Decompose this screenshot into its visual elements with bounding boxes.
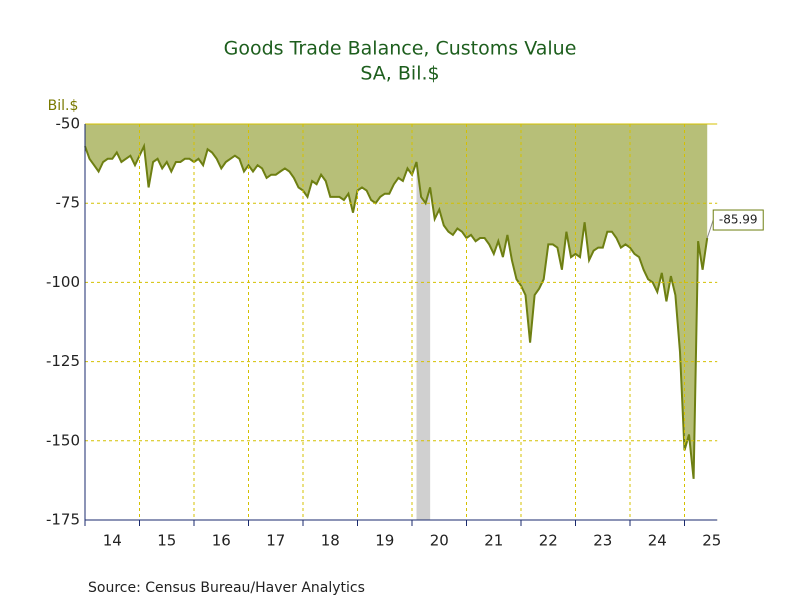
y-tick-label: -100: [46, 273, 80, 291]
x-tick-label: 21: [484, 532, 503, 550]
x-tick-label: 25: [702, 532, 721, 550]
value-label: -85.99: [719, 213, 758, 227]
area: [85, 124, 708, 479]
x-tick-label: 22: [539, 532, 558, 550]
y-tick-label: -75: [56, 194, 81, 212]
y-tick-label: -150: [46, 431, 80, 449]
recession-band: [416, 124, 431, 520]
y-tick-label: -125: [46, 352, 80, 370]
x-tick-label: 20: [430, 532, 449, 550]
x-tick-label: 17: [266, 532, 285, 550]
callout-line: [706, 219, 714, 239]
chart-title: Goods Trade Balance, Customs Value: [224, 38, 577, 60]
x-tick-label: 15: [157, 532, 176, 550]
y-tick-label: -175: [46, 511, 80, 529]
chart-subtitle: SA, Bil.$: [360, 63, 439, 85]
source: Source: Census Bureau/Haver Analytics: [88, 580, 365, 596]
x-tick-label: 19: [375, 532, 394, 550]
line: [84, 142, 709, 479]
x-tick-label: 24: [648, 532, 667, 550]
x-tick-label: 14: [103, 532, 122, 550]
y-tick-label: -50: [56, 115, 81, 133]
callout-box: [712, 209, 764, 231]
x-tick-label: 23: [593, 532, 612, 550]
y-axis-label: Bil.$: [48, 98, 79, 114]
x-tick-label: 16: [212, 532, 231, 550]
x-tick-label: 18: [321, 532, 340, 550]
